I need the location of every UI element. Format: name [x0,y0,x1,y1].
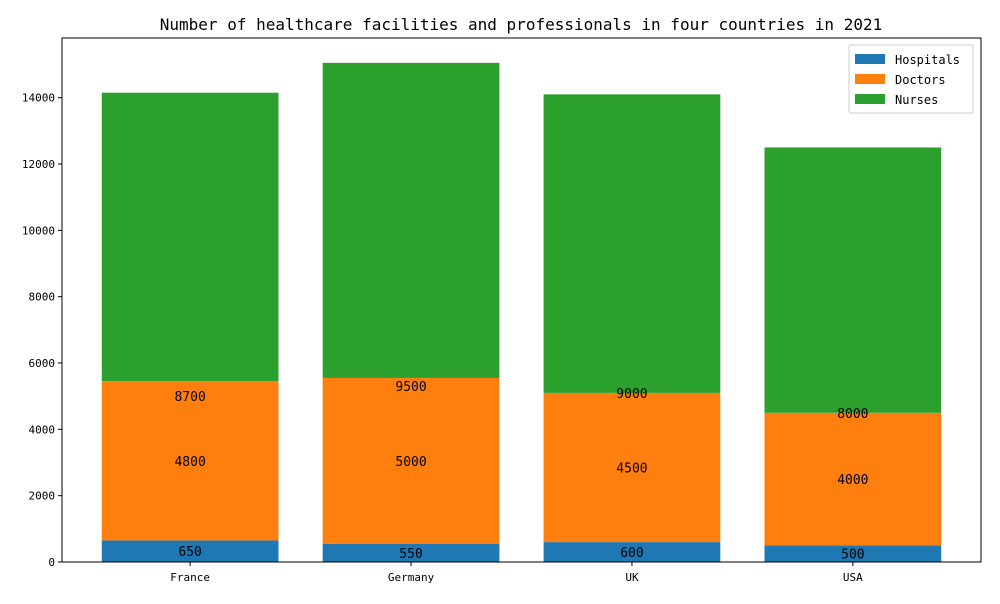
legend-label-hospitals: Hospitals [895,53,960,67]
data-label-hospitals-germany: 550 [399,547,422,562]
plot-frame [61,37,982,563]
y-tick-label: 12000 [22,158,55,171]
data-label-nurses-usa: 8000 [837,407,868,422]
legend-label-doctors: Doctors [895,73,946,87]
chart-title: Number of healthcare facilities and prof… [160,15,882,34]
x-tick-label-germany: Germany [388,571,435,584]
legend-swatch-nurses [855,94,885,104]
x-tick-label-france: France [170,571,210,584]
bar-hospitals-france [101,540,279,562]
bar-doctors-france [101,381,279,541]
y-tick-label: 8000 [29,291,56,304]
data-label-hospitals-usa: 500 [841,548,864,563]
data-label-nurses-germany: 9500 [395,380,426,395]
bar-doctors-germany [322,377,500,544]
legend-label-nurses: Nurses [895,93,938,107]
data-label-nurses-france: 8700 [174,390,205,405]
bars-layer [101,62,942,562]
bar-doctors-uk [543,392,721,543]
y-tick-label: 0 [48,556,55,569]
y-tick-label: 6000 [29,357,56,370]
bar-hospitals-germany [322,543,500,562]
bar-nurses-france [101,92,279,382]
data-label-nurses-uk: 9000 [616,387,647,402]
data-labels-layer: 650 4800 8700 550 5000 9500 600 4500 9000 500 4000… [174,380,868,562]
data-label-hospitals-uk: 600 [620,546,643,561]
axes-layer: 0 2000 4000 6000 8000 10000 12000 14000 France Ge… [22,37,982,584]
legend: Hospitals Doctors Nurses [848,44,974,114]
data-label-doctors-uk: 4500 [616,461,647,476]
bar-hospitals-usa [764,545,942,562]
x-tick-label-usa: USA [843,571,863,584]
bar-nurses-uk [543,94,721,393]
legend-swatch-hospitals [855,54,885,64]
y-tick-label: 2000 [29,490,56,503]
data-label-doctors-usa: 4000 [837,473,868,488]
data-label-doctors-germany: 5000 [395,455,426,470]
y-tick-label: 10000 [22,224,55,237]
y-tick-label: 4000 [29,423,56,436]
bar-hospitals-uk [543,542,721,562]
data-label-hospitals-france: 650 [178,545,201,560]
legend-swatch-doctors [855,74,885,84]
y-tick-label: 14000 [22,92,55,105]
bar-nurses-usa [764,147,942,413]
bar-nurses-germany [322,62,500,378]
data-label-doctors-france: 4800 [174,455,205,470]
x-tick-label-uk: UK [625,571,639,584]
bar-doctors-usa [764,412,942,546]
